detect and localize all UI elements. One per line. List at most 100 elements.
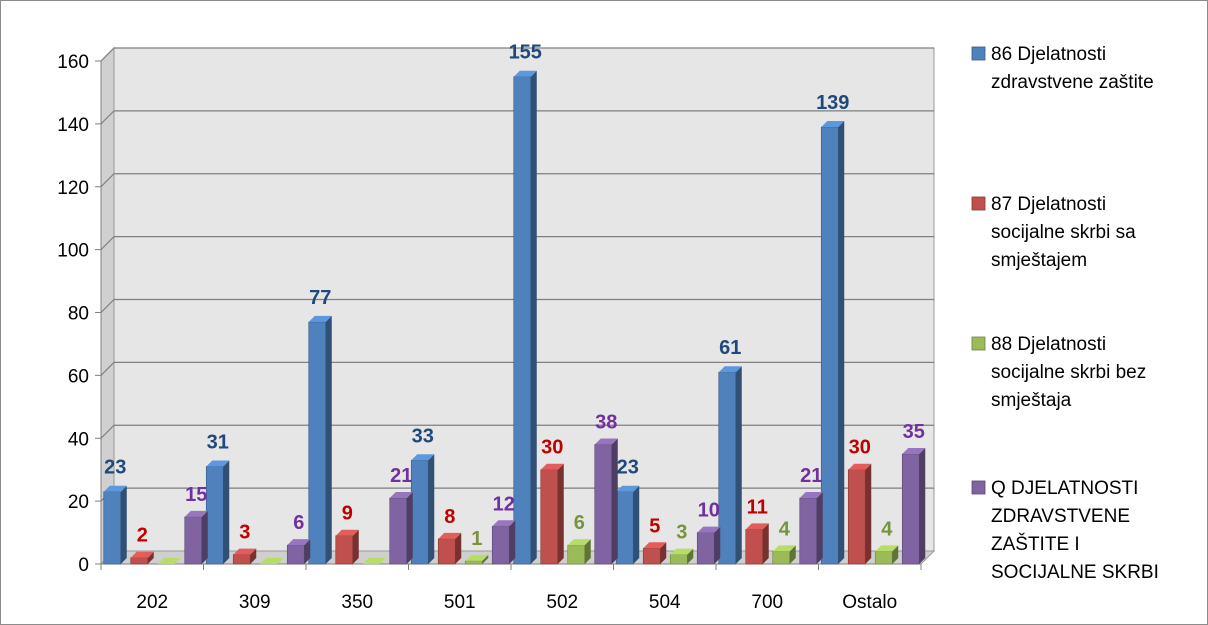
- data-label: 21: [800, 465, 822, 487]
- data-label: 33: [412, 425, 434, 447]
- data-label: 155: [509, 42, 542, 64]
- bar: [847, 463, 872, 565]
- bar: [260, 558, 284, 564]
- legend-swatch: [971, 196, 986, 211]
- data-label: 2: [137, 525, 148, 547]
- bar: [157, 558, 181, 564]
- legend-label: 86 Djelatnosti zdravstvene zaštite: [991, 44, 1154, 93]
- y-tick-label: 40: [68, 429, 89, 450]
- legend-entry: 86 Djelatnosti zdravstvene zaštite: [971, 44, 1154, 93]
- legend: 86 Djelatnosti zdravstvene zaštite 87 Djel…: [971, 44, 1159, 583]
- legend-label: 88 Djelatnosti socijalne skrbi bez smješta…: [991, 334, 1146, 411]
- data-label: 6: [574, 512, 585, 534]
- bar: [335, 529, 359, 565]
- bar: [540, 463, 564, 565]
- bar: [820, 121, 845, 565]
- bar: [799, 491, 823, 565]
- gridline: [100, 236, 934, 251]
- y-tick-label: 80: [68, 304, 89, 325]
- x-tick-label: Ostalo: [842, 592, 897, 613]
- bar: [696, 526, 721, 565]
- bar: [567, 539, 591, 565]
- x-tick-label: 502: [546, 592, 578, 613]
- legend-swatch: [971, 480, 986, 495]
- data-label: 10: [698, 500, 720, 522]
- bar: [232, 548, 257, 565]
- y-tick-label: 140: [57, 115, 89, 136]
- bar: [642, 542, 667, 565]
- bar: [286, 539, 311, 565]
- y-tick-label: 120: [57, 178, 89, 199]
- data-label: 4: [779, 518, 791, 540]
- legend-swatch: [971, 46, 986, 61]
- x-tick-label: 700: [751, 592, 783, 613]
- bar: [874, 545, 899, 565]
- data-label: 9: [342, 503, 353, 525]
- y-tick-label: 100: [57, 241, 89, 262]
- legend-entry: 88 Djelatnosti socijalne skrbi bez smješta…: [971, 334, 1146, 411]
- gridline: [100, 361, 934, 376]
- data-label: 35: [903, 421, 925, 443]
- bar: [718, 366, 742, 565]
- bar: [103, 485, 127, 565]
- data-label: 77: [309, 287, 331, 309]
- data-label: 23: [104, 457, 126, 479]
- data-label: 30: [541, 437, 563, 459]
- bar: [491, 520, 516, 565]
- gridline: [100, 173, 934, 188]
- data-label: 4: [881, 518, 893, 540]
- data-label: 6: [293, 512, 304, 534]
- legend-entry: Q DJELATNOSTI ZDRAVSTVENE ZAŠTITE I SOCIJAL…: [971, 478, 1159, 583]
- data-label: 61: [719, 337, 741, 359]
- data-label: 30: [849, 437, 871, 459]
- bar: [130, 551, 154, 565]
- bar: [410, 454, 435, 565]
- x-tick-label: 501: [444, 592, 476, 613]
- bar: [513, 70, 537, 565]
- bar: [615, 485, 640, 565]
- data-label: 31: [207, 432, 229, 454]
- x-tick-label: 309: [239, 592, 271, 613]
- bar: [772, 545, 796, 565]
- data-label: 3: [676, 522, 687, 544]
- bar: [205, 460, 230, 565]
- bar: [594, 438, 618, 565]
- x-tick-label: 202: [136, 592, 168, 613]
- data-label: 8: [444, 506, 455, 528]
- bar: [464, 554, 489, 565]
- bars: [103, 70, 926, 565]
- gridline: [100, 47, 934, 62]
- bar: [745, 523, 769, 565]
- x-tick-label: 504: [649, 592, 681, 613]
- y-tick-label: 0: [78, 555, 89, 576]
- data-label: 11: [747, 496, 768, 518]
- data-label: 5: [649, 515, 660, 537]
- bar: [437, 532, 462, 565]
- gridline: [100, 424, 934, 439]
- x-tick-label: 350: [341, 592, 373, 613]
- data-label: 15: [185, 484, 207, 506]
- gridline: [100, 110, 934, 125]
- data-label: 12: [493, 493, 515, 515]
- gridline: [100, 298, 934, 313]
- data-label: 3: [239, 522, 250, 544]
- bar: [362, 558, 386, 564]
- bar: [389, 491, 413, 565]
- bar: [308, 315, 332, 565]
- legend-entry: 87 Djelatnosti socijalne skrbi sa smještaj…: [971, 194, 1136, 271]
- bar: [184, 510, 208, 565]
- data-label: 38: [595, 412, 617, 434]
- data-label: 23: [617, 457, 639, 479]
- data-label: 1: [471, 528, 482, 550]
- y-tick-label: 20: [68, 492, 89, 513]
- y-tick-label: 160: [57, 52, 89, 73]
- bar: [669, 548, 694, 565]
- y-tick-label: 60: [68, 366, 89, 387]
- data-label: 21: [390, 465, 412, 487]
- legend-label: 87 Djelatnosti socijalne skrbi sa smještaj…: [991, 194, 1136, 271]
- legend-label: Q DJELATNOSTI ZDRAVSTVENE ZAŠTITE I SOCIJAL…: [991, 478, 1159, 583]
